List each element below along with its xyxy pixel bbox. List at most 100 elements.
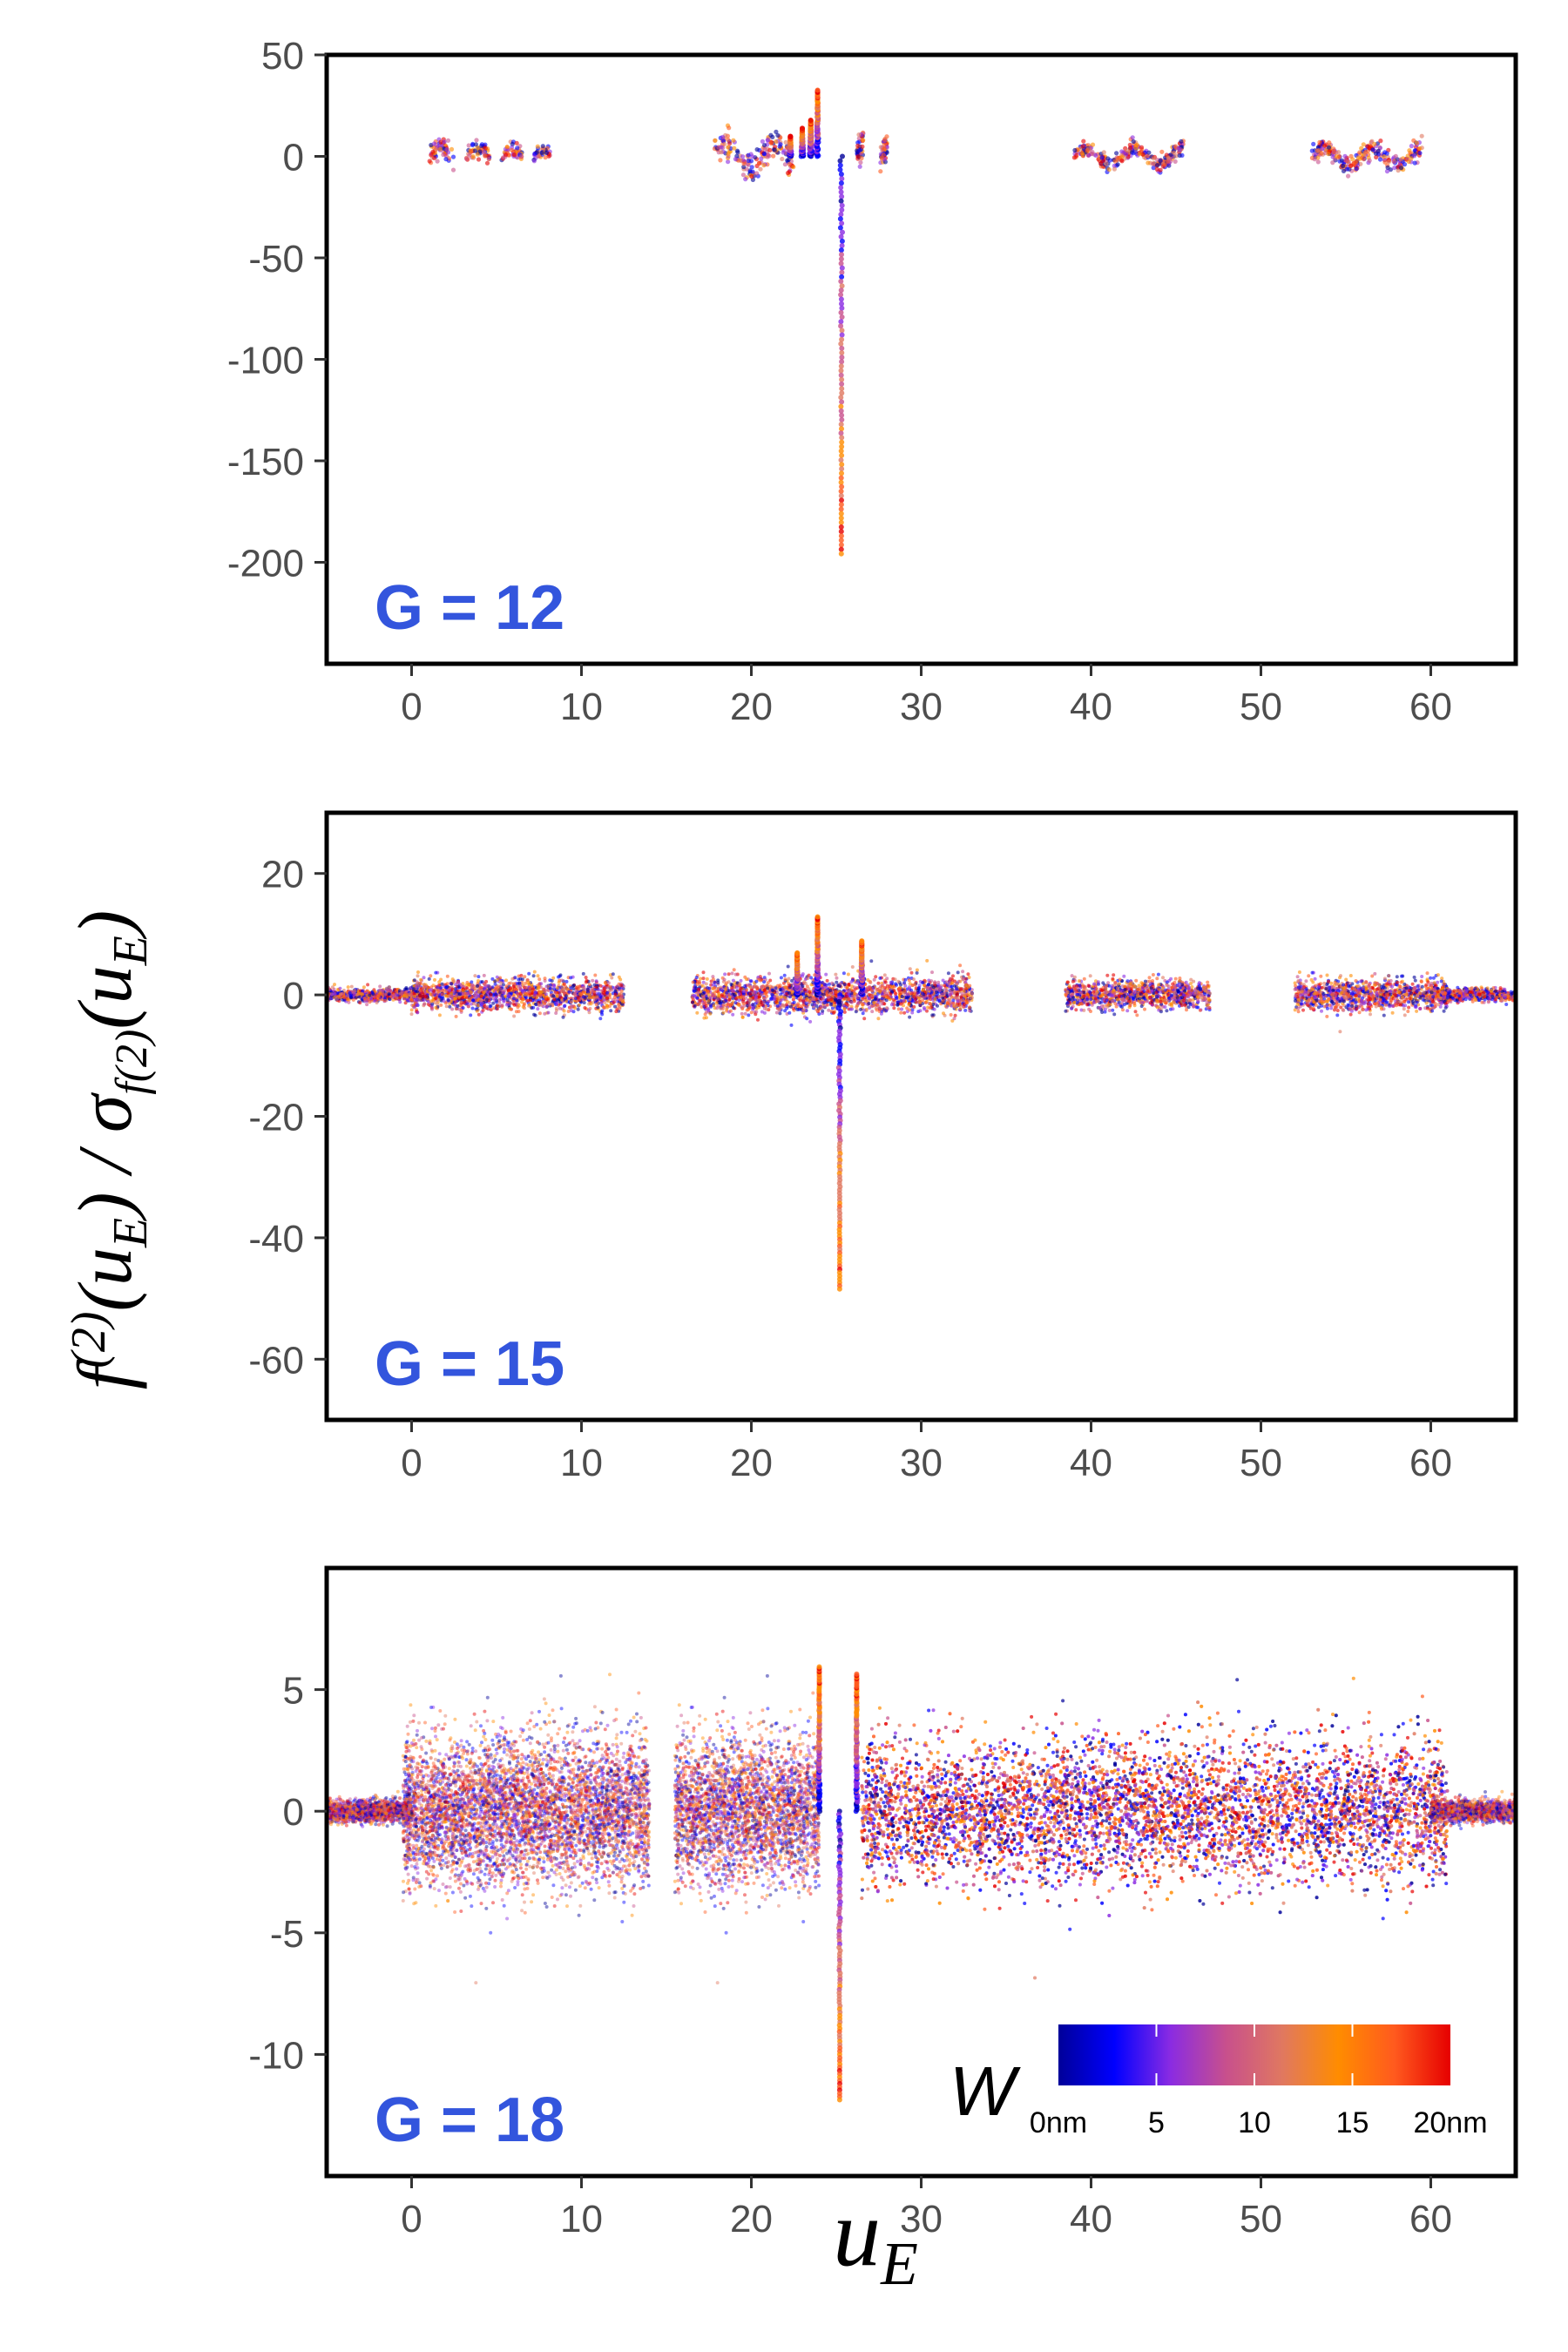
spike-point <box>838 489 844 494</box>
data-point <box>726 137 731 142</box>
spike-point <box>838 341 844 347</box>
data-point <box>749 174 754 179</box>
data-point <box>470 1006 475 1010</box>
data-point <box>732 1006 736 1010</box>
data-point <box>808 1019 813 1024</box>
data-point <box>1346 173 1351 179</box>
data-point <box>602 1005 606 1010</box>
data-point <box>434 996 438 1000</box>
data-point <box>570 1000 573 1004</box>
data-point <box>929 979 934 983</box>
data-point <box>1396 168 1401 173</box>
data-point <box>551 994 555 998</box>
data-point <box>746 152 751 158</box>
data-point <box>754 147 760 152</box>
data-point <box>559 990 564 994</box>
data-point <box>581 971 585 976</box>
data-point <box>767 147 773 152</box>
y-tick-label: -100 <box>227 340 304 382</box>
data-point <box>512 1014 517 1018</box>
data-point <box>761 143 767 148</box>
data-point <box>501 983 505 987</box>
data-point <box>1158 158 1163 163</box>
spike-point <box>838 551 844 557</box>
data-point <box>515 998 519 1003</box>
data-point <box>444 985 449 990</box>
data-point <box>480 1002 484 1006</box>
data-point <box>1317 139 1322 145</box>
x-tick-label: 50 <box>1240 686 1282 728</box>
data-point <box>332 987 336 991</box>
data-point <box>544 1004 549 1009</box>
data-point <box>412 994 416 998</box>
spike-point <box>837 166 843 172</box>
data-point <box>536 987 540 990</box>
data-point <box>1115 162 1120 167</box>
data-point <box>408 992 412 997</box>
data-point <box>1350 157 1355 162</box>
data-point <box>591 988 595 992</box>
data-point <box>543 155 548 160</box>
data-point <box>761 152 767 157</box>
spike-point <box>838 198 844 204</box>
data-point <box>469 996 473 1000</box>
data-point <box>1080 152 1085 158</box>
data-point <box>587 983 591 987</box>
spike-point <box>839 336 845 342</box>
data-point <box>437 146 443 152</box>
data-point <box>1159 149 1165 154</box>
data-point <box>481 1008 485 1012</box>
data-point <box>469 990 473 994</box>
data-point <box>496 977 500 982</box>
data-point <box>563 987 566 991</box>
data-point <box>543 978 547 983</box>
data-point <box>509 1001 513 1005</box>
data-point <box>395 990 399 993</box>
data-point <box>445 974 449 978</box>
data-point <box>426 999 430 1004</box>
data-point <box>430 1002 435 1006</box>
data-point <box>450 1007 455 1011</box>
data-point <box>387 992 391 997</box>
data-point <box>883 980 888 984</box>
data-point <box>1341 163 1346 169</box>
data-point <box>747 983 751 987</box>
data-point <box>1398 157 1403 162</box>
data-point <box>1312 157 1317 162</box>
data-point <box>846 972 850 977</box>
data-point <box>528 986 532 990</box>
data-point <box>791 165 796 170</box>
spike-point <box>839 207 845 213</box>
spike-point <box>838 542 844 548</box>
data-point <box>841 971 846 976</box>
data-point <box>1114 151 1119 156</box>
data-point <box>598 1017 603 1021</box>
data-point <box>349 984 354 989</box>
data-point <box>461 989 465 993</box>
data-point <box>733 972 738 977</box>
spike-point <box>838 493 844 499</box>
data-point <box>783 139 788 145</box>
data-point <box>573 993 578 997</box>
data-point <box>604 980 608 984</box>
data-point <box>727 125 732 131</box>
data-point <box>787 169 792 174</box>
data-point <box>416 974 420 978</box>
spike-point <box>838 506 844 512</box>
data-point <box>445 138 451 143</box>
data-point <box>564 994 568 998</box>
data-point <box>741 161 747 166</box>
spike-point <box>839 220 845 226</box>
data-point <box>405 987 409 991</box>
spike-point <box>838 172 844 177</box>
data-point <box>1162 162 1167 167</box>
data-point <box>745 988 749 992</box>
data-point <box>924 999 929 1004</box>
data-point <box>489 992 493 997</box>
data-point <box>824 972 828 977</box>
data-point <box>476 990 481 994</box>
data-point <box>373 995 376 999</box>
